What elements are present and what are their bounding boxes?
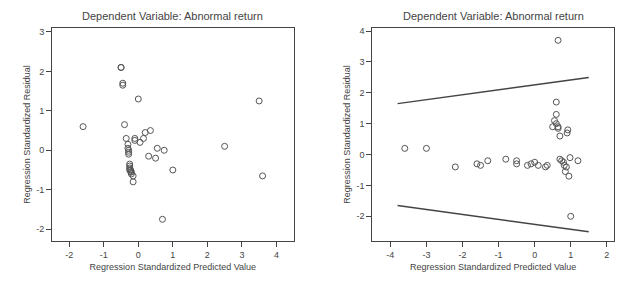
svg-text:-2: -2 [357,211,365,221]
svg-text:0: 0 [136,250,141,260]
svg-text:-2: -2 [459,250,467,260]
svg-text:Dependent Variable: Abnormal r: Dependent Variable: Abnormal return [403,10,584,22]
svg-text:1: 1 [360,119,365,129]
svg-text:1: 1 [170,250,175,260]
svg-text:-4: -4 [386,250,394,260]
svg-text:-1: -1 [100,250,108,260]
svg-text:-1: -1 [36,185,44,195]
svg-text:1: 1 [39,106,44,116]
svg-text:1: 1 [568,250,573,260]
svg-text:-3: -3 [422,250,430,260]
svg-text:2: 2 [604,250,609,260]
svg-text:2: 2 [39,67,44,77]
svg-text:4: 4 [274,250,279,260]
svg-text:-1: -1 [495,250,503,260]
svg-text:3: 3 [39,27,44,37]
svg-text:2: 2 [205,250,210,260]
svg-text:3: 3 [239,250,244,260]
svg-text:4: 4 [360,26,365,36]
svg-text:Regression Standardized Residu: Regression Standardized Residual [342,65,352,204]
svg-text:0: 0 [360,150,365,160]
svg-text:Regression Standardized Residu: Regression Standardized Residual [22,65,32,204]
svg-text:2: 2 [360,88,365,98]
svg-text:-1: -1 [357,181,365,191]
svg-text:0: 0 [532,250,537,260]
svg-text:-2: -2 [36,224,44,234]
svg-text:3: 3 [360,57,365,67]
svg-text:0: 0 [39,145,44,155]
svg-text:Regression Standardized Predic: Regression Standardized Predicted Value [90,262,256,272]
svg-text:-2: -2 [65,250,73,260]
svg-text:Regression Standardized Predic: Regression Standardized Predicted Value [410,262,576,272]
svg-text:Dependent Variable: Abnormal r: Dependent Variable: Abnormal return [82,10,263,22]
